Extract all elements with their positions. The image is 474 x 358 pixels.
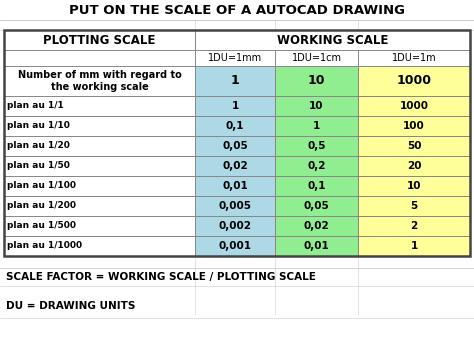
- Bar: [195, 136, 275, 156]
- Text: 0,02: 0,02: [222, 161, 248, 171]
- Text: PUT ON THE SCALE OF A AUTOCAD DRAWING: PUT ON THE SCALE OF A AUTOCAD DRAWING: [69, 5, 405, 18]
- Text: 20: 20: [407, 161, 421, 171]
- Text: plan au 1/50: plan au 1/50: [7, 161, 70, 170]
- Bar: [275, 96, 358, 116]
- Text: 1DU=1m: 1DU=1m: [392, 53, 436, 63]
- Text: 0,005: 0,005: [219, 201, 252, 211]
- Text: 0,05: 0,05: [304, 201, 329, 211]
- Text: 1: 1: [313, 121, 320, 131]
- Text: plan au 1/1000: plan au 1/1000: [7, 242, 82, 251]
- Bar: [275, 216, 358, 236]
- Text: 0,2: 0,2: [307, 161, 326, 171]
- Bar: [358, 116, 470, 136]
- Bar: [358, 196, 470, 216]
- Text: 0,002: 0,002: [219, 221, 252, 231]
- Bar: [275, 156, 358, 176]
- Text: 5: 5: [410, 201, 418, 211]
- Bar: [4, 50, 195, 66]
- Bar: [4, 30, 470, 256]
- Bar: [358, 50, 470, 66]
- Text: DU = DRAWING UNITS: DU = DRAWING UNITS: [6, 301, 136, 311]
- Bar: [275, 66, 358, 96]
- Text: SCALE FACTOR = WORKING SCALE / PLOTTING SCALE: SCALE FACTOR = WORKING SCALE / PLOTTING …: [6, 272, 316, 282]
- Bar: [195, 236, 275, 256]
- Bar: [4, 116, 195, 136]
- Text: 0,01: 0,01: [304, 241, 329, 251]
- Text: 1: 1: [231, 74, 239, 87]
- Bar: [4, 216, 195, 236]
- Text: 2: 2: [410, 221, 418, 231]
- Bar: [358, 176, 470, 196]
- Text: 0,05: 0,05: [222, 141, 248, 151]
- Text: plan au 1/100: plan au 1/100: [7, 182, 76, 190]
- Bar: [358, 236, 470, 256]
- Text: 1000: 1000: [396, 74, 431, 87]
- Text: 1DU=1mm: 1DU=1mm: [208, 53, 262, 63]
- Text: 0,5: 0,5: [307, 141, 326, 151]
- Text: 0,1: 0,1: [226, 121, 244, 131]
- Text: Number of mm with regard to
the working scale: Number of mm with regard to the working …: [18, 70, 182, 92]
- Bar: [4, 66, 195, 96]
- Bar: [4, 30, 195, 50]
- Bar: [358, 216, 470, 236]
- Bar: [358, 96, 470, 116]
- Text: 1000: 1000: [400, 101, 428, 111]
- Text: 0,01: 0,01: [222, 181, 248, 191]
- Text: plan au 1/200: plan au 1/200: [7, 202, 76, 211]
- Text: 100: 100: [403, 121, 425, 131]
- Bar: [4, 96, 195, 116]
- Text: 1: 1: [231, 101, 238, 111]
- Bar: [4, 136, 195, 156]
- Bar: [195, 196, 275, 216]
- Bar: [195, 156, 275, 176]
- Bar: [358, 136, 470, 156]
- Bar: [4, 236, 195, 256]
- Bar: [195, 30, 470, 50]
- Bar: [358, 156, 470, 176]
- Text: PLOTTING SCALE: PLOTTING SCALE: [43, 34, 155, 47]
- Text: 10: 10: [309, 101, 324, 111]
- Text: plan au 1/500: plan au 1/500: [7, 222, 76, 231]
- Text: plan au 1/10: plan au 1/10: [7, 121, 70, 131]
- Bar: [358, 66, 470, 96]
- Text: 1: 1: [410, 241, 418, 251]
- Bar: [195, 176, 275, 196]
- Text: 1DU=1cm: 1DU=1cm: [292, 53, 341, 63]
- Bar: [4, 196, 195, 216]
- Text: 50: 50: [407, 141, 421, 151]
- Text: WORKING SCALE: WORKING SCALE: [277, 34, 388, 47]
- Bar: [275, 116, 358, 136]
- Bar: [195, 66, 275, 96]
- Bar: [195, 116, 275, 136]
- Text: 0,02: 0,02: [304, 221, 329, 231]
- Bar: [195, 96, 275, 116]
- Bar: [4, 156, 195, 176]
- Text: 0,1: 0,1: [307, 181, 326, 191]
- Text: plan au 1/1: plan au 1/1: [7, 102, 64, 111]
- Text: 10: 10: [308, 74, 325, 87]
- Bar: [195, 50, 275, 66]
- Text: 0,001: 0,001: [219, 241, 252, 251]
- Bar: [4, 176, 195, 196]
- Bar: [275, 236, 358, 256]
- Bar: [275, 136, 358, 156]
- Bar: [195, 216, 275, 236]
- Bar: [275, 50, 358, 66]
- Bar: [275, 196, 358, 216]
- Bar: [275, 176, 358, 196]
- Text: 10: 10: [407, 181, 421, 191]
- Text: plan au 1/20: plan au 1/20: [7, 141, 70, 150]
